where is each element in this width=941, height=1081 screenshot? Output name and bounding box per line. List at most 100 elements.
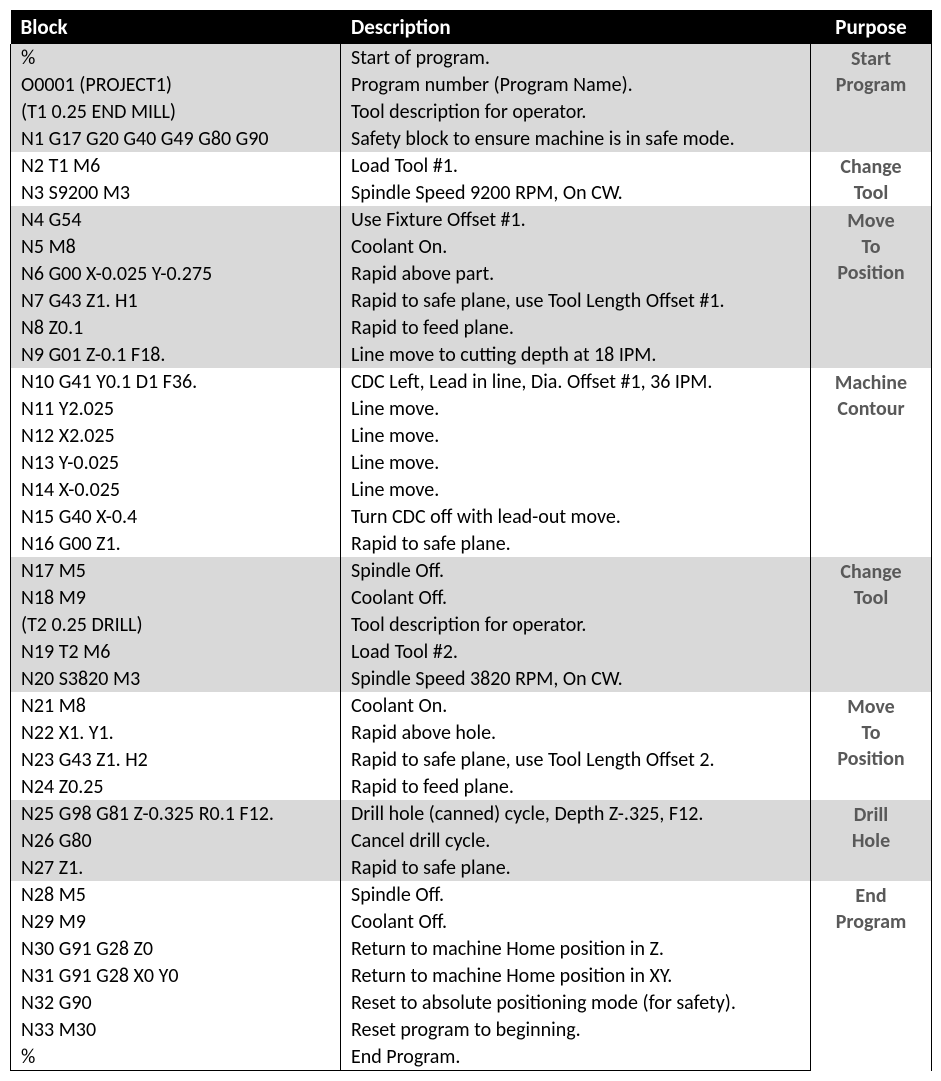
block-cell: % xyxy=(11,44,341,71)
table-row: N19 T2 M6Load Tool #2. xyxy=(11,638,932,665)
purpose-line: Move xyxy=(821,208,921,234)
purpose-line: Tool xyxy=(821,585,921,611)
col-header-purpose: Purpose xyxy=(811,10,932,44)
description-cell: Line move. xyxy=(341,476,811,503)
table-row: N14 X-0.025Line move. xyxy=(11,476,932,503)
description-cell: Load Tool #2. xyxy=(341,638,811,665)
block-cell: N20 S3820 M3 xyxy=(11,665,341,692)
description-cell: Coolant Off. xyxy=(341,908,811,935)
description-cell: Load Tool #1. xyxy=(341,152,811,179)
block-cell: N24 Z0.25 xyxy=(11,773,341,800)
table-row: N24 Z0.25Rapid to feed plane. xyxy=(11,773,932,800)
table-row: N9 G01 Z-0.1 F18.Line move to cutting de… xyxy=(11,341,932,368)
description-cell: Line move to cutting depth at 18 IPM. xyxy=(341,341,811,368)
purpose-line: Program xyxy=(821,909,921,935)
table-row: N10 G41 Y0.1 D1 F36.CDC Left, Lead in li… xyxy=(11,368,932,395)
purpose-cell: MachineContour xyxy=(811,368,932,557)
description-cell: Rapid above hole. xyxy=(341,719,811,746)
description-cell: Reset to absolute positioning mode (for … xyxy=(341,989,811,1016)
purpose-cell: ChangeTool xyxy=(811,152,932,206)
purpose-cell: EndProgram xyxy=(811,881,932,1071)
block-cell: N29 M9 xyxy=(11,908,341,935)
block-cell: N22 X1. Y1. xyxy=(11,719,341,746)
purpose-cell: DrillHole xyxy=(811,800,932,881)
description-cell: Rapid to feed plane. xyxy=(341,314,811,341)
description-cell: CDC Left, Lead in line, Dia. Offset #1, … xyxy=(341,368,811,395)
table-row: N21 M8Coolant On.MoveToPosition xyxy=(11,692,932,719)
description-cell: Line move. xyxy=(341,395,811,422)
description-cell: Turn CDC off with lead-out move. xyxy=(341,503,811,530)
description-cell: Coolant On. xyxy=(341,233,811,260)
block-cell: N15 G40 X-0.4 xyxy=(11,503,341,530)
col-header-desc: Description xyxy=(341,10,811,44)
purpose-line: Tool xyxy=(821,180,921,206)
table-row: N18 M9Coolant Off. xyxy=(11,584,932,611)
block-cell: N21 M8 xyxy=(11,692,341,719)
description-cell: Cancel drill cycle. xyxy=(341,827,811,854)
block-cell: N10 G41 Y0.1 D1 F36. xyxy=(11,368,341,395)
description-cell: Reset program to beginning. xyxy=(341,1016,811,1043)
block-cell: N18 M9 xyxy=(11,584,341,611)
table-row: N4 G54Use Fixture Offset #1.MoveToPositi… xyxy=(11,206,932,233)
table-row: N29 M9Coolant Off. xyxy=(11,908,932,935)
table-row: N20 S3820 M3Spindle Speed 3820 RPM, On C… xyxy=(11,665,932,692)
block-cell: N27 Z1. xyxy=(11,854,341,881)
description-cell: Rapid to safe plane, use Tool Length Off… xyxy=(341,746,811,773)
table-row: N27 Z1.Rapid to safe plane. xyxy=(11,854,932,881)
block-cell: (T1 0.25 END MILL) xyxy=(11,98,341,125)
block-cell: N28 M5 xyxy=(11,881,341,908)
table-row: N6 G00 X-0.025 Y-0.275Rapid above part. xyxy=(11,260,932,287)
table-row: N1 G17 G20 G40 G49 G80 G90Safety block t… xyxy=(11,125,932,152)
block-cell: (T2 0.25 DRILL) xyxy=(11,611,341,638)
purpose-line: Change xyxy=(821,154,921,180)
table-row: (T1 0.25 END MILL)Tool description for o… xyxy=(11,98,932,125)
block-cell: N5 M8 xyxy=(11,233,341,260)
block-cell: N33 M30 xyxy=(11,1016,341,1043)
table-row: N3 S9200 M3Spindle Speed 9200 RPM, On CW… xyxy=(11,179,932,206)
gcode-program-table: Block Description Purpose %Start of prog… xyxy=(10,10,932,1071)
table-row: N17 M5Spindle Off.ChangeTool xyxy=(11,557,932,584)
purpose-line: End xyxy=(821,883,921,909)
description-cell: Rapid to safe plane, use Tool Length Off… xyxy=(341,287,811,314)
purpose-cell: MoveToPosition xyxy=(811,206,932,368)
block-cell: N31 G91 G28 X0 Y0 xyxy=(11,962,341,989)
description-cell: Rapid to safe plane. xyxy=(341,530,811,557)
description-cell: Tool description for operator. xyxy=(341,611,811,638)
table-row: N30 G91 G28 Z0Return to machine Home pos… xyxy=(11,935,932,962)
purpose-line: Start xyxy=(821,46,921,72)
block-cell: N30 G91 G28 Z0 xyxy=(11,935,341,962)
description-cell: Drill hole (canned) cycle, Depth Z-.325,… xyxy=(341,800,811,827)
description-cell: Tool description for operator. xyxy=(341,98,811,125)
table-row: N23 G43 Z1. H2Rapid to safe plane, use T… xyxy=(11,746,932,773)
table-row: N28 M5Spindle Off.EndProgram xyxy=(11,881,932,908)
description-cell: Spindle Speed 3820 RPM, On CW. xyxy=(341,665,811,692)
description-cell: End Program. xyxy=(341,1043,811,1071)
block-cell: N6 G00 X-0.025 Y-0.275 xyxy=(11,260,341,287)
purpose-line: Program xyxy=(821,72,921,98)
description-cell: Start of program. xyxy=(341,44,811,71)
block-cell: N26 G80 xyxy=(11,827,341,854)
description-cell: Spindle Speed 9200 RPM, On CW. xyxy=(341,179,811,206)
col-header-block: Block xyxy=(11,10,341,44)
purpose-line: To xyxy=(821,234,921,260)
block-cell: N9 G01 Z-0.1 F18. xyxy=(11,341,341,368)
block-cell: N2 T1 M6 xyxy=(11,152,341,179)
table-row: N32 G90Reset to absolute positioning mod… xyxy=(11,989,932,1016)
table-body: %Start of program.StartProgramO0001 (PRO… xyxy=(11,44,932,1071)
block-cell: N8 Z0.1 xyxy=(11,314,341,341)
table-row: N2 T1 M6Load Tool #1.ChangeTool xyxy=(11,152,932,179)
table-row: N26 G80Cancel drill cycle. xyxy=(11,827,932,854)
description-cell: Safety block to ensure machine is in saf… xyxy=(341,125,811,152)
table-row: N31 G91 G28 X0 Y0Return to machine Home … xyxy=(11,962,932,989)
block-cell: O0001 (PROJECT1) xyxy=(11,71,341,98)
table-row: N12 X2.025Line move. xyxy=(11,422,932,449)
table-row: N8 Z0.1Rapid to feed plane. xyxy=(11,314,932,341)
description-cell: Coolant Off. xyxy=(341,584,811,611)
block-cell: N17 M5 xyxy=(11,557,341,584)
table-row: %End Program. xyxy=(11,1043,932,1071)
purpose-cell: ChangeTool xyxy=(811,557,932,692)
purpose-cell: MoveToPosition xyxy=(811,692,932,800)
block-cell: N13 Y-0.025 xyxy=(11,449,341,476)
purpose-line: Contour xyxy=(821,396,921,422)
table-row: N5 M8Coolant On. xyxy=(11,233,932,260)
